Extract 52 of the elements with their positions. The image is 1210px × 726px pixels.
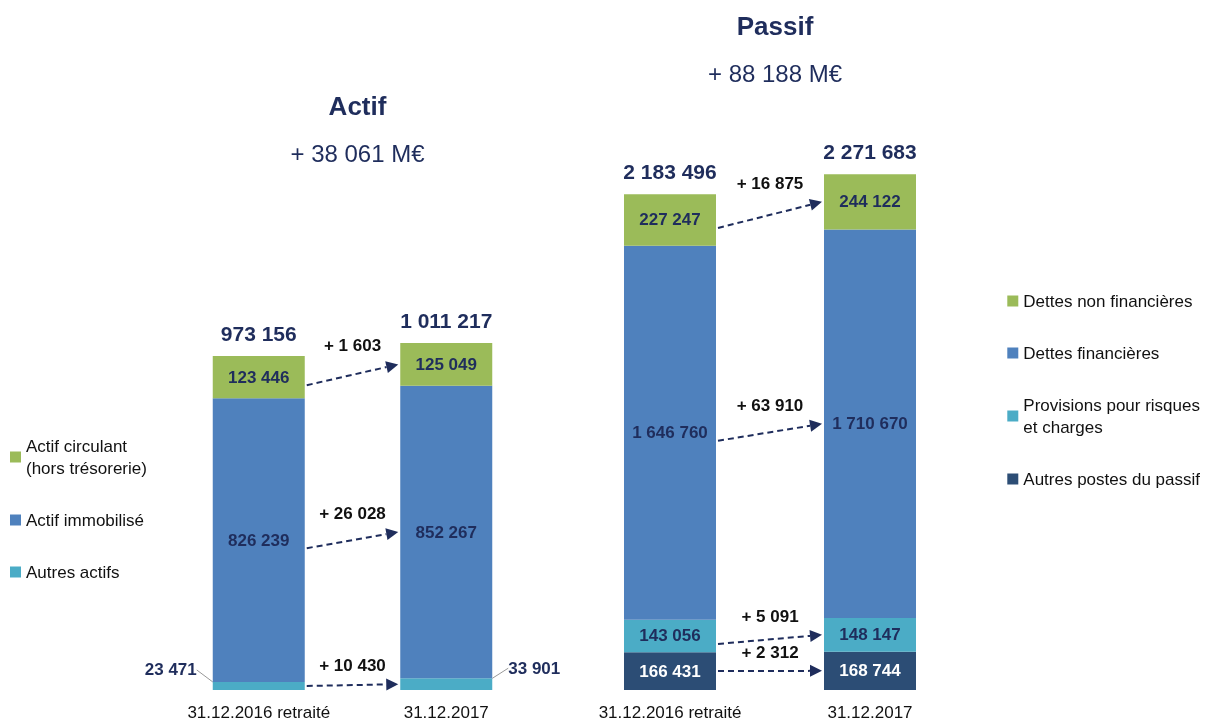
data-label: 1 710 670 bbox=[832, 414, 908, 434]
x-tick-label: 31.12.2017 bbox=[403, 703, 489, 722]
total-label: 2 183 496 bbox=[623, 160, 717, 184]
annotation: + 1 603 bbox=[323, 336, 382, 356]
data-label: 227 247 bbox=[639, 210, 701, 230]
bar bbox=[212, 398, 305, 682]
bar bbox=[824, 229, 916, 619]
data-label: 1 646 760 bbox=[632, 423, 708, 443]
bar bbox=[400, 342, 493, 386]
bar bbox=[824, 618, 916, 652]
data-label: 148 147 bbox=[839, 625, 901, 645]
legend-label: Provisions pour risques et charges bbox=[1023, 395, 1200, 437]
legend-label: Dettes non financières bbox=[1023, 291, 1193, 311]
bar bbox=[624, 194, 716, 246]
legend-label: Autres actifs bbox=[26, 562, 120, 582]
total-label: 973 156 bbox=[220, 322, 297, 345]
annotation: + 5 091 bbox=[741, 606, 799, 626]
total-label: 2 271 683 bbox=[823, 140, 917, 164]
data-label: 143 056 bbox=[639, 626, 701, 646]
data-label: 166 431 bbox=[639, 661, 701, 681]
data-label: 244 122 bbox=[839, 192, 901, 212]
data-label: 826 239 bbox=[228, 530, 290, 550]
chart-subtitle: + 38 061 M€ bbox=[290, 139, 426, 167]
data-label: 125 049 bbox=[415, 354, 477, 374]
x-tick-label: 31.12.2016 retraité bbox=[187, 703, 331, 722]
legend-label: Actif immobilisé bbox=[26, 510, 145, 530]
bar bbox=[824, 174, 916, 230]
x-tick-label: 31.12.2017 bbox=[827, 703, 913, 722]
annotation: + 2 312 bbox=[741, 642, 799, 662]
legend-label: Dettes financières bbox=[1023, 343, 1160, 363]
x-tick-label: 31.12.2016 retraité bbox=[598, 703, 742, 722]
annotation: + 26 028 bbox=[319, 504, 386, 524]
annotation: + 10 430 bbox=[319, 656, 386, 676]
annotation: + 63 910 bbox=[736, 395, 804, 415]
bar bbox=[212, 356, 305, 399]
data-label: 168 744 bbox=[839, 661, 902, 681]
bar bbox=[212, 681, 305, 690]
bar bbox=[400, 385, 493, 679]
data-label: 123 446 bbox=[228, 367, 290, 387]
bar bbox=[824, 651, 916, 690]
chart-title: Passif bbox=[736, 11, 814, 41]
data-label: 852 267 bbox=[415, 522, 477, 542]
legend-label: Actif circulant (hors trésorerie) bbox=[26, 436, 147, 478]
annotation: + 16 875 bbox=[736, 173, 804, 193]
chart-title: Actif bbox=[328, 91, 387, 121]
legend-label: Autres postes du passif bbox=[1023, 469, 1201, 489]
total-label: 1 011 217 bbox=[400, 308, 493, 332]
bar bbox=[624, 245, 716, 620]
chart-subtitle: + 88 188 M€ bbox=[707, 59, 843, 87]
bar bbox=[624, 652, 716, 690]
data-label: 23 471 bbox=[144, 660, 197, 680]
data-label: 33 901 bbox=[508, 658, 561, 678]
